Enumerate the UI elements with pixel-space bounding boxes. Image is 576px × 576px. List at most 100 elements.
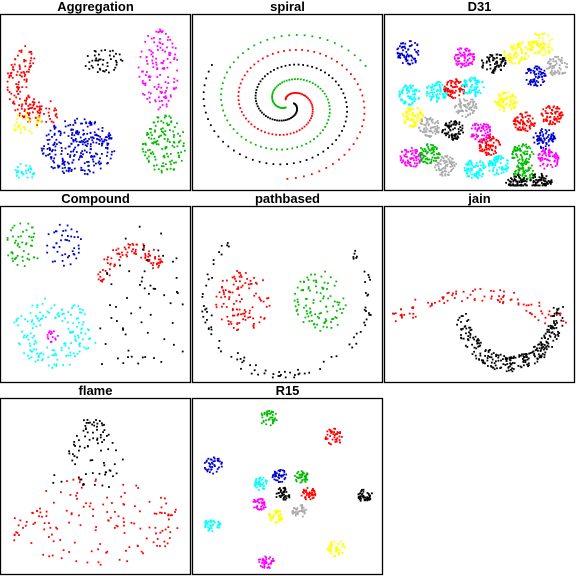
scatter-point	[416, 117, 419, 120]
scatter-point	[153, 168, 156, 171]
scatter-point	[291, 78, 293, 81]
scatter-point	[482, 62, 485, 64]
scatter-point	[496, 160, 499, 163]
scatter-point	[558, 114, 561, 117]
scatter-point	[458, 130, 460, 133]
scatter-point	[55, 138, 58, 141]
scatter-point	[542, 108, 545, 111]
scatter-point	[25, 97, 28, 99]
scatter-point	[442, 296, 445, 299]
scatter-point	[467, 59, 469, 61]
scatter-point	[318, 170, 321, 173]
scatter-point	[282, 119, 285, 122]
scatter-point	[468, 53, 471, 56]
scatter-point	[429, 95, 431, 98]
scatter-point	[559, 68, 562, 71]
scatter-point	[295, 111, 298, 114]
scatter-point	[412, 313, 415, 315]
scatter-point	[91, 158, 94, 161]
scatter-point	[258, 484, 261, 487]
scatter-point	[409, 95, 412, 98]
scatter-point	[254, 97, 257, 100]
scatter-point	[516, 148, 519, 151]
scatter-point	[108, 132, 111, 134]
scatter-point	[23, 60, 26, 63]
scatter-point	[489, 67, 492, 70]
scatter-point	[244, 272, 247, 274]
scatter-point	[31, 176, 34, 179]
scatter-point	[101, 279, 104, 281]
scatter-point	[456, 85, 459, 88]
scatter-point	[106, 151, 109, 154]
scatter-point	[516, 183, 519, 185]
scatter-point	[162, 131, 164, 134]
scatter-point	[63, 131, 66, 134]
scatter-point	[529, 147, 532, 150]
scatter-point	[247, 48, 250, 50]
scatter-point	[21, 241, 24, 244]
scatter-point	[338, 439, 341, 441]
scatter-point	[90, 550, 93, 553]
scatter-point	[83, 419, 85, 422]
scatter-point	[80, 166, 83, 169]
scatter-point	[63, 164, 66, 166]
scatter-point	[259, 298, 262, 301]
scatter-point	[279, 487, 281, 489]
scatter-point	[104, 473, 106, 476]
scatter-point	[540, 68, 543, 71]
scatter-point	[53, 330, 55, 333]
scatter-point	[292, 115, 295, 117]
scatter-point	[529, 47, 532, 50]
scatter-point	[11, 252, 14, 255]
scatter-point	[535, 73, 537, 76]
scatter-point	[163, 540, 166, 543]
scatter-point	[469, 293, 472, 296]
scatter-point	[538, 66, 540, 69]
scatter-point	[465, 91, 468, 94]
scatter-point	[339, 431, 341, 433]
scatter-point	[454, 96, 457, 99]
scatter-point	[166, 152, 168, 155]
scatter-point	[406, 118, 408, 121]
scatter-point	[161, 62, 164, 65]
scatter-point	[76, 456, 78, 459]
scatter-point	[23, 108, 26, 111]
scatter-point	[495, 53, 498, 56]
scatter-point	[307, 286, 310, 288]
scatter-point	[249, 364, 251, 367]
scatter-point	[275, 496, 278, 498]
scatter-point	[399, 155, 402, 158]
scatter-point	[61, 309, 63, 311]
scatter-point	[462, 92, 465, 95]
scatter-point	[154, 158, 157, 161]
scatter-point	[553, 315, 555, 317]
scatter-point	[172, 136, 175, 138]
scatter-point	[311, 156, 314, 159]
scatter-point	[434, 133, 437, 135]
scatter-point	[215, 470, 218, 473]
scatter-point	[32, 512, 34, 514]
scatter-point	[48, 331, 50, 334]
scatter-point	[544, 322, 546, 325]
scatter-point	[504, 92, 507, 94]
scatter-point	[28, 51, 31, 53]
scatter-point	[119, 58, 122, 61]
scatter-point	[318, 317, 320, 320]
scatter-point	[177, 132, 179, 135]
scatter-point	[541, 37, 544, 40]
cluster-4	[503, 41, 530, 65]
scatter-point	[459, 104, 462, 106]
scatter-point	[144, 142, 147, 145]
scatter-point	[284, 119, 287, 121]
scatter-point	[515, 170, 517, 172]
scatter-point	[110, 317, 113, 319]
scatter-point	[480, 130, 483, 132]
scatter-point	[107, 256, 109, 259]
scatter-point	[468, 108, 470, 111]
scatter-point	[472, 336, 474, 339]
scatter-point	[555, 107, 558, 110]
scatter-point	[75, 140, 78, 143]
scatter-point	[24, 118, 27, 120]
scatter-point	[146, 132, 149, 134]
scatter-point	[63, 172, 65, 174]
